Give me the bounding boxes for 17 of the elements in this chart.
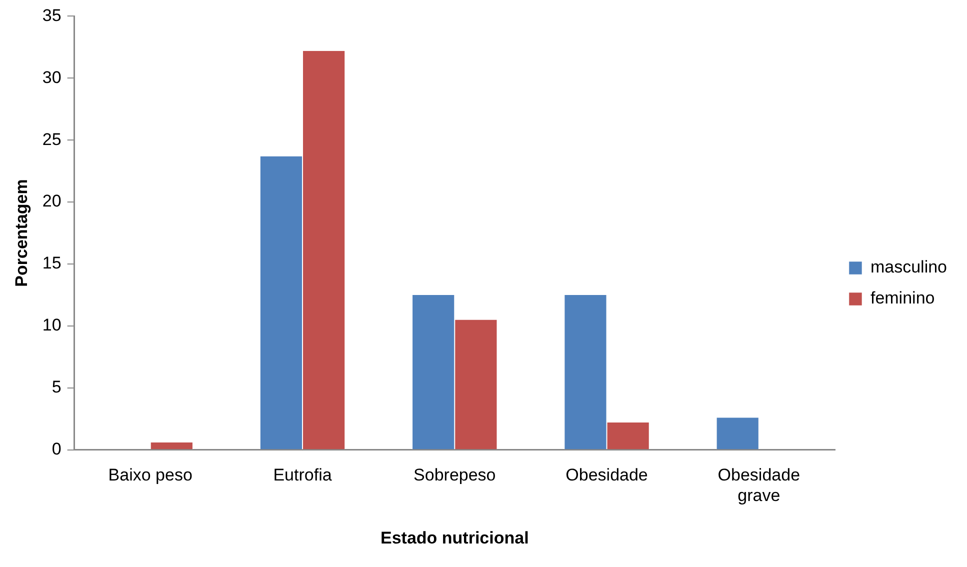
- x-tick-label: Baixo peso: [108, 466, 192, 485]
- y-tick-label: 0: [52, 439, 62, 458]
- y-tick-label: 35: [42, 6, 62, 25]
- legend-label: masculino: [870, 258, 948, 277]
- x-tick-label: Eutrofia: [273, 466, 332, 485]
- y-tick-label: 20: [42, 192, 62, 211]
- y-axis-title: Porcentagem: [12, 179, 31, 287]
- x-tick-label: Sobrepeso: [414, 466, 496, 485]
- x-tick-label: Obesidade: [566, 466, 648, 485]
- y-tick-label: 25: [42, 130, 62, 149]
- y-tick-label: 30: [42, 68, 62, 87]
- legend-label: feminino: [870, 288, 935, 308]
- y-tick-label: 10: [42, 316, 62, 335]
- y-tick-label: 15: [42, 254, 62, 273]
- x-tick-label: Obesidade grave: [718, 466, 800, 506]
- x-axis-title: Estado nutricional: [380, 528, 529, 548]
- y-tick-label: 5: [52, 378, 62, 397]
